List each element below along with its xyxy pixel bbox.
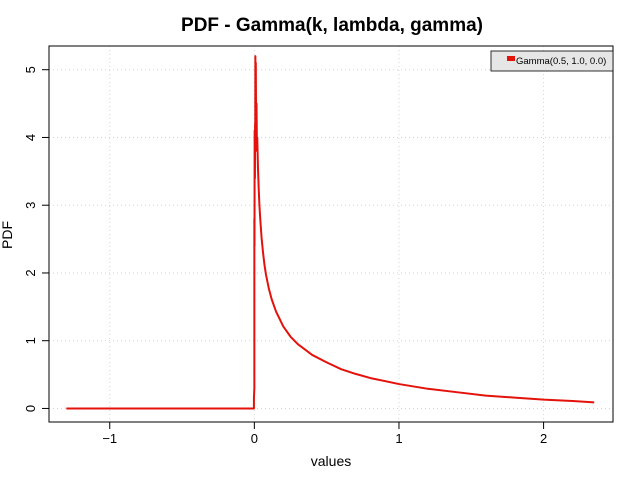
chart-title: PDF - Gamma(k, lambda, gamma) xyxy=(181,15,483,36)
series-layer xyxy=(66,55,595,410)
legend-box xyxy=(490,50,614,72)
y-tick-label-4: 4 xyxy=(23,134,38,141)
y-tick-label-5: 5 xyxy=(23,66,38,73)
x-tick-label-1: 0 xyxy=(251,431,258,446)
plot-frame xyxy=(48,45,614,423)
x-axis-label: values xyxy=(311,453,351,469)
series-line-0 xyxy=(66,55,595,410)
x-tick-label-0: −1 xyxy=(102,431,117,446)
y-tick-label-0: 0 xyxy=(23,405,38,412)
x-tick-label-2: 1 xyxy=(395,431,402,446)
axes: −1 0 1 2 0 1 2 3 4 5 xyxy=(23,45,614,446)
y-axis-label: PDF xyxy=(0,221,15,249)
legend-label-0: Gamma(0.5, 1.0, 0.0) xyxy=(516,56,606,67)
grid-lines xyxy=(49,46,613,422)
y-tick-label-2: 2 xyxy=(23,269,38,276)
y-tick-label-1: 1 xyxy=(23,337,38,344)
y-tick-label-3: 3 xyxy=(23,202,38,209)
legend: Gamma(0.5, 1.0, 0.0) xyxy=(490,50,614,72)
legend-swatch-0 xyxy=(507,56,515,61)
x-tick-label-3: 2 xyxy=(540,431,547,446)
